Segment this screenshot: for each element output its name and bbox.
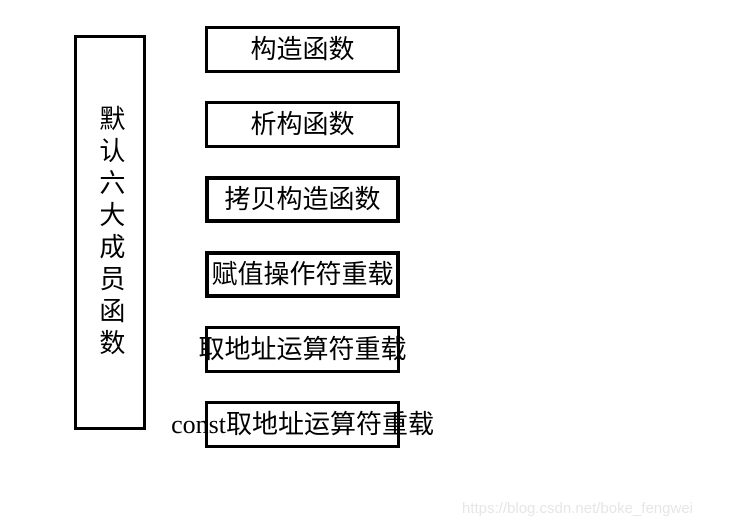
member-box-destructor: 析构函数 xyxy=(205,101,400,148)
member-label: 拷贝构造函数 xyxy=(224,183,380,217)
member-label: 取地址运算符重载 xyxy=(199,333,407,367)
diagram-root: 默认六大成员函数 构造函数 析构函数 拷贝构造函数 赋值操作符重载 取地址运算符… xyxy=(0,0,741,525)
member-box-assignment-operator: 赋值操作符重载 xyxy=(205,251,400,298)
member-label: 析构函数 xyxy=(250,108,354,142)
category-label: 默认六大成员函数 xyxy=(93,105,127,361)
member-box-const-address-operator: const取地址运算符重载 xyxy=(205,401,400,448)
member-label: const取地址运算符重载 xyxy=(171,408,434,442)
member-label: 赋值操作符重载 xyxy=(211,258,393,292)
category-box: 默认六大成员函数 xyxy=(74,35,146,430)
member-label: 构造函数 xyxy=(250,33,354,67)
watermark-text: https://blog.csdn.net/boke_fengwei xyxy=(462,500,693,517)
member-box-constructor: 构造函数 xyxy=(205,26,400,73)
member-box-copy-constructor: 拷贝构造函数 xyxy=(205,176,400,223)
member-box-address-operator: 取地址运算符重载 xyxy=(205,326,400,373)
